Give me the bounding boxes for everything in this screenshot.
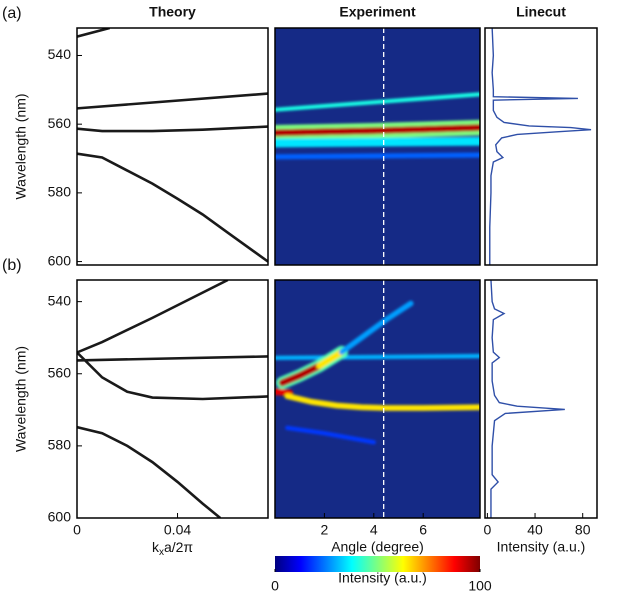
x-tick-label: 4	[370, 522, 378, 538]
y-tick-label: 540	[48, 46, 72, 62]
theory-curve	[77, 355, 268, 362]
y-tick-label: 560	[48, 115, 72, 131]
plot-area	[77, 28, 268, 263]
plot-area	[489, 28, 592, 265]
y-axis-label: Wavelength (nm)	[13, 346, 29, 452]
linecut-curve	[490, 280, 565, 518]
y-tick-label: 580	[48, 437, 72, 453]
x-tick-label: 2	[320, 522, 328, 538]
heatmap-band	[275, 388, 294, 397]
frame	[484, 279, 598, 519]
heatmap-band	[275, 124, 480, 137]
y-tick-label: 540	[48, 292, 72, 308]
theory-curve	[77, 125, 268, 133]
theory-curve	[77, 28, 111, 38]
plot-area	[275, 280, 480, 518]
panel-title: Theory	[149, 4, 196, 20]
x-axis-label: kxa/2π	[152, 539, 193, 558]
frame	[274, 27, 481, 266]
panel-label: (b)	[2, 257, 22, 274]
colorbar-label: Intensity (a.u.)	[338, 570, 427, 586]
frame	[76, 279, 269, 519]
heatmap-band	[278, 362, 324, 387]
x-tick-label: 0	[73, 522, 81, 538]
y-tick-label: 580	[48, 184, 72, 200]
frame	[76, 27, 269, 266]
heatmap-band	[338, 300, 414, 355]
plot-area	[490, 280, 565, 518]
panel-title: Experiment	[339, 4, 416, 20]
heatmap-bands	[275, 300, 480, 445]
heatmap-band	[284, 393, 480, 411]
frame	[484, 27, 598, 266]
x-label-part: k	[152, 539, 160, 555]
heatmap-band	[275, 92, 480, 112]
x-tick-label: 0.04	[164, 522, 191, 538]
x-label-sub: x	[159, 547, 164, 558]
theory-curve	[77, 152, 268, 263]
x-tick-label: 40	[527, 522, 543, 538]
colorbar-tick-label: 100	[468, 578, 492, 593]
panel-title: Linecut	[516, 4, 566, 20]
plot-area	[77, 280, 268, 518]
heatmap-bands	[275, 92, 480, 160]
y-tick-label: 600	[48, 509, 72, 525]
heatmap-band	[275, 353, 480, 361]
theory-curve	[77, 351, 268, 401]
y-tick-label: 600	[48, 252, 72, 268]
theory-curve	[77, 280, 229, 354]
heatmap-band	[285, 425, 376, 445]
frame	[274, 279, 481, 519]
y-axis-label: Wavelength (nm)	[13, 93, 29, 199]
x-tick-label: 80	[575, 522, 591, 538]
theory-curve	[77, 425, 222, 518]
heatmap-band	[275, 137, 480, 148]
theory-curve	[77, 92, 268, 110]
panel-label: (a)	[2, 5, 22, 22]
colorbar-tick-label: 0	[271, 578, 279, 593]
x-axis-label: Intensity (a.u.)	[497, 539, 586, 555]
plot-area	[275, 28, 480, 265]
linecut-curve	[489, 28, 592, 265]
y-tick-label: 560	[48, 364, 72, 380]
x-label-part: a/2π	[164, 539, 193, 555]
heatmap-band	[275, 152, 480, 160]
x-tick-label: 0	[483, 522, 491, 538]
heatmap-band	[316, 348, 345, 370]
colorbar	[275, 556, 480, 572]
x-tick-label: 6	[419, 522, 427, 538]
x-axis-label: Angle (degree)	[331, 539, 424, 555]
